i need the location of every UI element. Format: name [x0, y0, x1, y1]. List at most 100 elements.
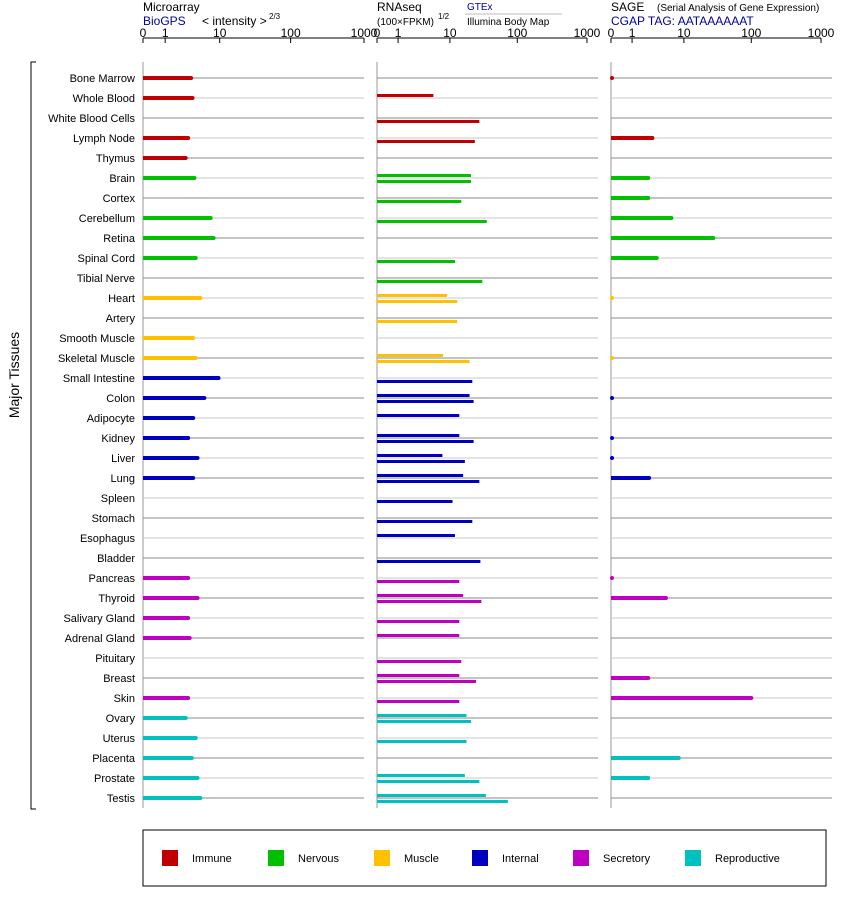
bar-gtex [377, 480, 480, 483]
bar-cap [610, 356, 614, 360]
bar-cap [195, 456, 200, 460]
bar-gtex [377, 700, 460, 703]
bar-gtex [377, 620, 460, 623]
bar-gtex [377, 680, 477, 683]
x-tick-label: 1 [629, 26, 636, 40]
x-tick-label: 1000 [574, 26, 601, 40]
tissue-label: Thymus [96, 153, 136, 165]
tissue-label: Uterus [103, 733, 136, 745]
bar [611, 136, 653, 140]
legend-swatch [472, 850, 488, 866]
bar [143, 776, 198, 780]
x-tick-label: 10 [443, 26, 457, 40]
tissue-label: Breast [103, 673, 135, 685]
tissue-label: Small Intestine [63, 373, 135, 385]
x-tick-label: 10 [677, 26, 691, 40]
bar [143, 436, 189, 440]
bar [143, 416, 194, 420]
bar-illumina [377, 634, 460, 637]
bar-illumina [377, 174, 471, 177]
bar-cap [190, 96, 195, 100]
bar-illumina [377, 454, 443, 457]
bar [611, 476, 650, 480]
bar-cap [646, 176, 651, 180]
legend-swatch [374, 850, 390, 866]
bar-cap [198, 796, 203, 800]
tissue-label: Whole Blood [73, 93, 135, 105]
bar-cap [193, 356, 198, 360]
bar-cap [610, 396, 614, 400]
rnaseq-source-gtex[interactable]: GTEx [467, 2, 493, 13]
tissue-label: Adrenal Gland [65, 633, 135, 645]
bar-cap [189, 756, 194, 760]
sage-title: SAGE [611, 0, 644, 14]
bar-gtex [377, 800, 508, 803]
bar-cap [676, 756, 681, 760]
bar [143, 216, 211, 220]
bar-cap [711, 236, 716, 240]
microarray-scale-exponent: 2/3 [269, 12, 281, 21]
microarray-source-link[interactable]: BioGPS [143, 14, 186, 28]
legend-label: Nervous [298, 853, 339, 865]
bar-cap [646, 776, 651, 780]
rnaseq-source-illumina: Illumina Body Map [467, 17, 550, 28]
bar [143, 396, 205, 400]
bar-cap [195, 776, 200, 780]
bar-illumina [377, 474, 464, 477]
bar-gtex [377, 600, 482, 603]
bar [143, 596, 198, 600]
bar-cap [186, 696, 191, 700]
x-tick-label: 0 [608, 26, 615, 40]
legend-swatch [685, 850, 701, 866]
bar [143, 476, 194, 480]
tissue-label: Salivary Gland [63, 613, 135, 625]
bar [143, 696, 189, 700]
tissue-label: Prostate [94, 773, 135, 785]
tissue-label: Kidney [101, 433, 135, 445]
tissue-label: Thyroid [98, 593, 135, 605]
bar [611, 596, 666, 600]
tissue-label: Smooth Muscle [59, 333, 135, 345]
bar [143, 136, 189, 140]
x-tick-label: 0 [374, 26, 381, 40]
tissue-label: Colon [106, 393, 135, 405]
x-tick-label: 100 [507, 26, 527, 40]
bar-cap [669, 216, 674, 220]
tissue-label: Placenta [92, 753, 136, 765]
x-tick-label: 100 [741, 26, 761, 40]
bar-gtex [377, 780, 480, 783]
bar [143, 176, 195, 180]
bar [143, 256, 196, 260]
bar [611, 696, 752, 700]
bar [611, 216, 672, 220]
tissue-label: Cerebellum [79, 213, 135, 225]
bar-gtex [377, 220, 487, 223]
bar-cap [646, 676, 651, 680]
legend-swatch [573, 850, 589, 866]
bar-gtex [377, 400, 474, 403]
sage-tag-link[interactable]: CGAP TAG: AATAAAAAAT [611, 14, 754, 28]
bar [143, 736, 196, 740]
bar [143, 76, 192, 80]
rnaseq-scale-label: (100×FPKM) [377, 17, 434, 28]
bar [143, 376, 219, 380]
bar-cap [186, 136, 191, 140]
bar-cap [216, 376, 221, 380]
bar-illumina [377, 794, 486, 797]
bar-gtex [377, 460, 465, 463]
bar [143, 576, 189, 580]
tissue-label: Adipocyte [87, 413, 135, 425]
microarray-title: Microarray [143, 0, 200, 14]
tissue-label: Liver [111, 453, 135, 465]
bar-illumina [377, 294, 447, 297]
bar-cap [195, 596, 200, 600]
bar-gtex [377, 120, 480, 123]
y-axis-label: Major Tissues [6, 332, 22, 418]
bar [611, 176, 649, 180]
bar [143, 336, 194, 340]
bar-cap [192, 176, 197, 180]
tissue-labels: Bone Marrow Whole Blood White Blood Cells L… [48, 73, 136, 805]
bar-cap [654, 256, 659, 260]
tissue-label: Bladder [97, 553, 135, 565]
legend-box [142, 829, 827, 887]
